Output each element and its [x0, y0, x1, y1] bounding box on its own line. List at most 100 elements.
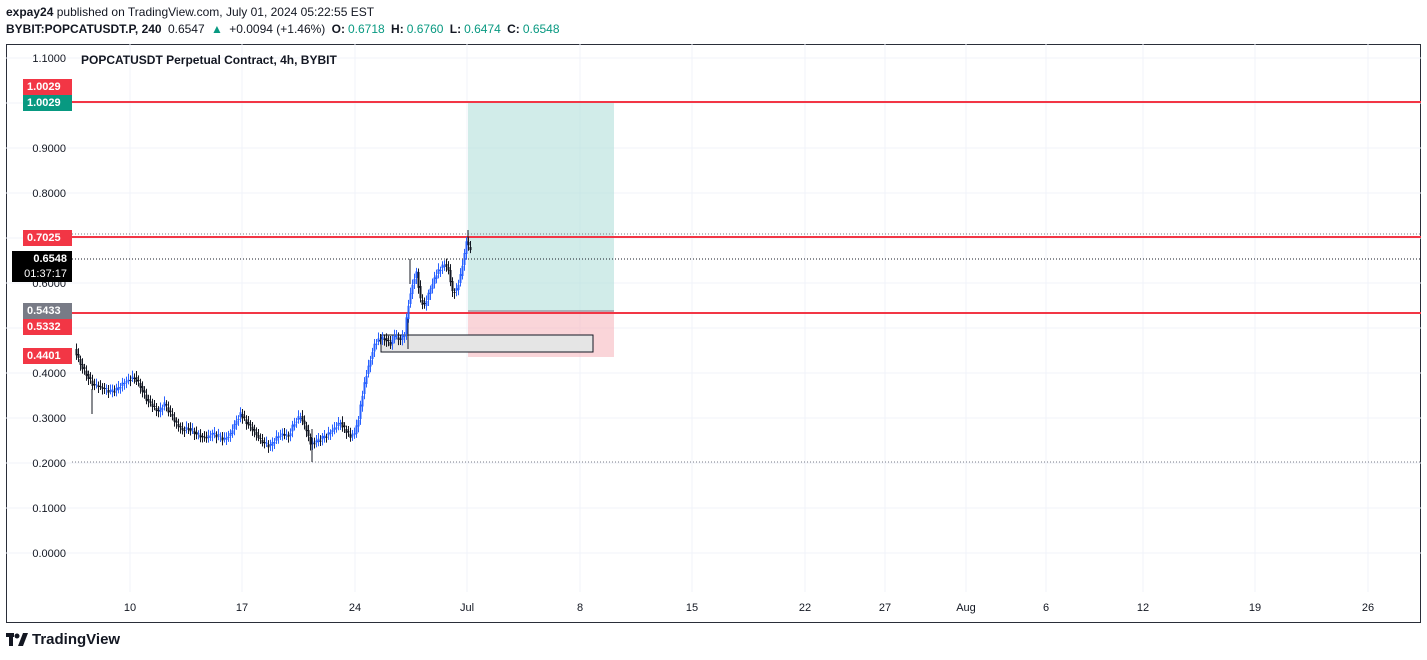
candle-body — [197, 433, 200, 435]
candle-body — [195, 432, 198, 435]
x-tick-label: 12 — [1136, 602, 1150, 614]
grid — [6, 44, 1421, 592]
candle-body — [411, 284, 414, 294]
symbol-interval[interactable]: BYBIT:POPCATUSDT.P, 240 — [6, 22, 162, 36]
candle-body — [131, 376, 134, 379]
candle-body — [111, 389, 114, 392]
candle-body — [281, 433, 284, 436]
candle-body — [127, 379, 130, 382]
y-tick-label: 0.2000 — [32, 458, 66, 470]
candle-body — [293, 423, 296, 427]
chart-frame[interactable] — [6, 44, 1421, 623]
candle-body — [235, 420, 238, 425]
candle-body — [273, 442, 276, 444]
candle-body — [435, 275, 438, 279]
candle-body — [93, 384, 96, 386]
x-tick-label: 15 — [685, 602, 699, 614]
stop-price-tag: 0.4401 — [23, 348, 72, 364]
candle-body — [333, 427, 336, 430]
candle-body — [309, 437, 312, 445]
x-tick-label: 17 — [235, 602, 249, 614]
candle-body — [77, 354, 80, 358]
candle-body — [125, 381, 128, 383]
candle-body — [389, 342, 392, 346]
chart-legend-title[interactable]: POPCATUSDT Perpetual Contract, 4h, BYBIT — [81, 53, 337, 67]
candle-body — [419, 286, 422, 299]
candle-body — [315, 440, 318, 443]
candle-body — [209, 436, 212, 438]
y-tick-label: 1.1000 — [32, 53, 66, 65]
profit-zone[interactable] — [468, 103, 614, 311]
x-tick-label: Aug — [956, 602, 976, 614]
candle-body — [289, 433, 292, 436]
candle-body — [263, 442, 266, 443]
candle-body — [95, 384, 98, 386]
candle-body — [253, 429, 256, 432]
candle-body — [185, 427, 188, 430]
candle-body — [283, 434, 286, 436]
y-tick-label: 0.3000 — [32, 413, 66, 425]
close-value: 0.6548 — [522, 22, 560, 36]
candle-body — [395, 335, 398, 337]
candle-body — [351, 435, 354, 437]
price-chart[interactable] — [6, 44, 1421, 623]
candle-body — [297, 416, 300, 420]
candle-body — [353, 433, 356, 435]
candle-body — [271, 441, 274, 446]
candle-body — [349, 433, 352, 438]
candle-body — [453, 292, 456, 293]
current-price-tag: 0.6548 — [12, 251, 72, 267]
candle-body — [201, 436, 204, 437]
candle-body — [259, 438, 262, 439]
y-tick-label: 0.9000 — [32, 143, 66, 155]
candle-body — [401, 335, 404, 340]
candle-body — [161, 408, 164, 410]
candle-body — [307, 430, 310, 437]
x-tick-label: 22 — [798, 602, 812, 614]
candle-body — [371, 352, 374, 359]
candle-body — [295, 421, 298, 423]
candle-body — [145, 394, 148, 401]
candle-body — [317, 438, 320, 442]
candle-body — [277, 436, 280, 438]
chart-header: expay24 published on TradingView.com, Ju… — [6, 4, 563, 37]
x-tick-label: 8 — [576, 602, 584, 614]
candle-body — [191, 428, 194, 430]
publisher-name[interactable]: expay24 — [6, 5, 54, 19]
candle-body — [357, 419, 360, 427]
candle-body — [157, 410, 160, 412]
candle-body — [123, 383, 126, 385]
candle-body — [437, 269, 440, 274]
tradingview-brand[interactable]: TradingView — [6, 631, 120, 648]
candle-body — [367, 365, 370, 374]
candle-body — [173, 417, 176, 422]
candle-body — [81, 364, 84, 370]
candle-body — [355, 425, 358, 434]
candle-body — [181, 428, 184, 431]
candle-body — [455, 288, 458, 291]
candle-body — [329, 432, 332, 434]
candle-body — [233, 423, 236, 430]
candle-body — [101, 387, 104, 389]
candle-body — [439, 269, 442, 271]
candle-body — [91, 380, 94, 386]
candle-body — [149, 401, 152, 404]
high-value: 0.6760 — [406, 22, 444, 36]
candle-body — [257, 435, 260, 439]
candle-body — [313, 443, 316, 445]
tradingview-logo-icon — [6, 632, 28, 646]
candle-body — [183, 430, 186, 432]
range-box[interactable] — [380, 334, 594, 353]
x-tick-label: 19 — [1248, 602, 1262, 614]
candle-body — [369, 360, 372, 367]
candle-body — [261, 440, 264, 444]
candle-body — [325, 436, 328, 438]
candle-body — [153, 406, 156, 407]
candle-body — [339, 423, 342, 425]
candle-body — [363, 382, 366, 394]
candle-body — [383, 338, 386, 340]
candle-body — [193, 430, 196, 434]
candle-body — [151, 403, 154, 407]
candle-body — [379, 340, 382, 342]
candle-body — [381, 336, 384, 340]
